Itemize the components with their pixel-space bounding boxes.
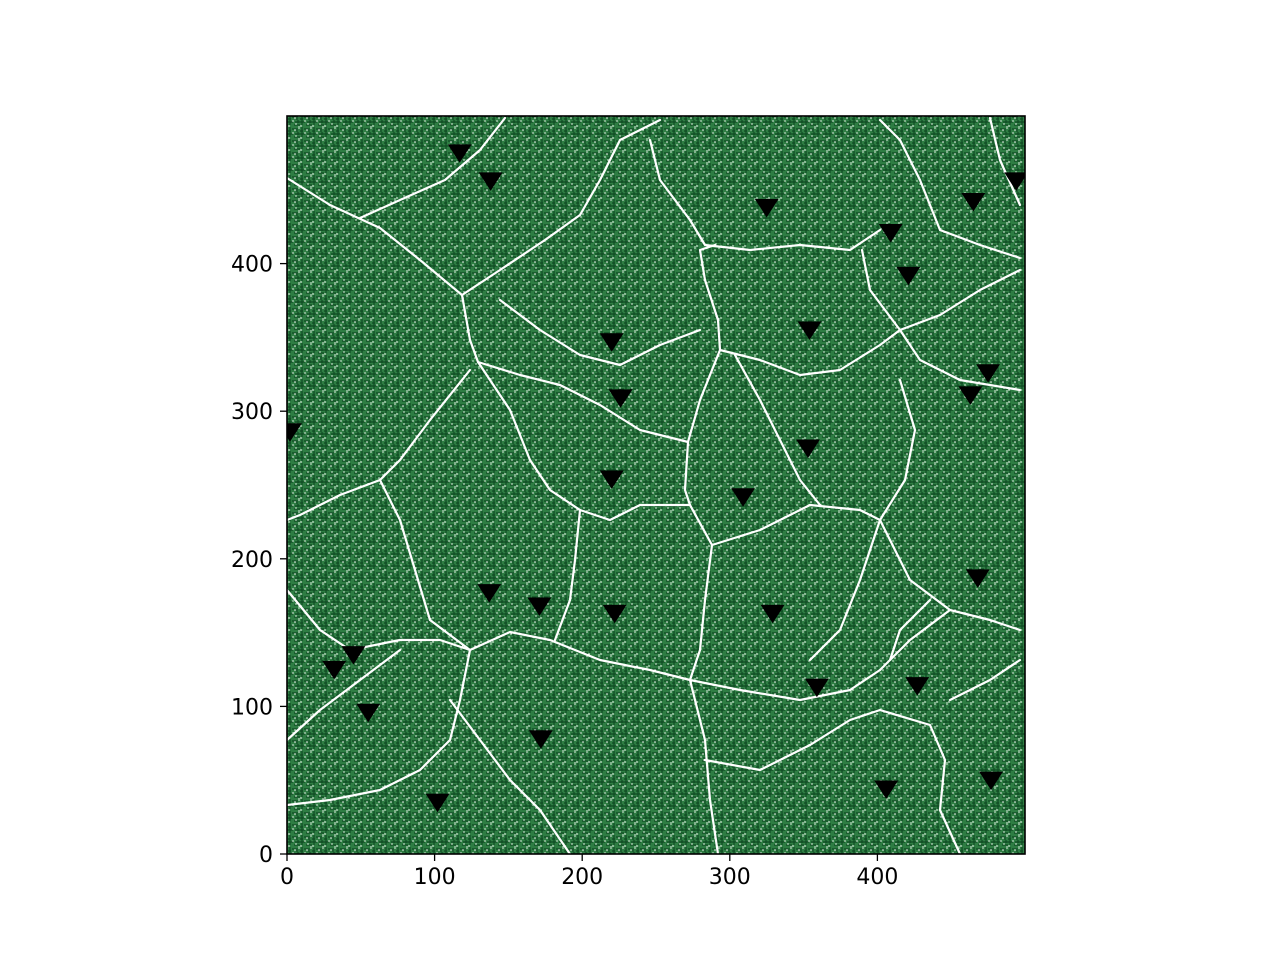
axes-frame [286,115,1026,855]
channel-line [648,138,882,252]
channel-line [878,378,917,522]
x-tick-label: 100 [414,865,456,890]
data-point-marker [447,144,472,163]
data-point-marker [979,771,1003,791]
data-point-marker [527,597,552,616]
data-point-marker [896,266,921,286]
river-channels [287,116,1022,854]
y-tick-label: 300 [231,400,273,425]
data-point-marker [599,333,624,352]
channel-line [498,298,702,367]
x-tick-label: 0 [280,865,294,890]
channel-line [718,328,902,377]
data-point-marker [905,677,930,696]
channel-line [287,648,472,807]
x-tick-label: 300 [709,865,751,890]
channel-line [683,440,692,507]
data-point-marker [731,488,756,507]
marker-layer [287,144,1025,813]
data-point-marker [804,678,829,698]
data-point-marker [478,172,503,191]
channel-line [808,518,882,662]
channel-line [468,630,692,682]
channel-line [287,588,472,652]
y-tick-label: 400 [231,253,273,278]
data-point-marker [477,584,502,603]
data-point-marker [425,793,450,813]
plot-area [286,115,1026,855]
channel-line [378,478,472,652]
y-axis: 0 100 200 300 400 [231,253,287,868]
channel-line [460,118,662,297]
x-axis: 0 100 200 300 400 [280,854,898,890]
data-point-marker [341,646,366,665]
channel-line [948,658,1022,702]
channel-line [553,508,582,642]
channel-line [287,648,402,742]
data-point-marker [608,389,633,408]
data-point-marker [961,193,986,212]
data-point-marker [1004,172,1025,191]
data-point-marker [602,604,627,624]
channel-line [703,743,812,772]
data-point-marker [796,439,820,458]
data-point-marker [874,780,899,799]
x-tick-label: 400 [856,865,898,890]
data-point-marker [754,198,779,218]
channel-line [898,268,1022,332]
y-tick-label: 100 [231,695,273,720]
y-tick-label: 200 [231,548,273,573]
channel-line [808,708,962,854]
channel-line [476,360,882,547]
data-point-marker [599,470,624,489]
data-point-marker [528,730,553,749]
x-tick-label: 200 [561,865,603,890]
data-point-marker [878,224,903,243]
channel-line [287,176,722,444]
channel-line [688,668,882,702]
data-point-marker [356,703,381,723]
channel-line [988,116,1022,207]
data-point-marker [797,321,822,340]
data-point-marker [287,423,302,442]
channel-line [358,116,507,220]
channel-line [860,248,1022,392]
data-point-marker [760,604,785,624]
data-point-marker [322,660,347,680]
data-point-marker [965,569,990,588]
channel-line [448,698,572,854]
data-point-marker [958,386,983,405]
channel-line [733,353,822,507]
maze-background [287,116,1025,854]
data-point-marker [976,364,1001,383]
channel-line [888,598,932,662]
y-tick-label: 0 [259,843,273,868]
channel-line [878,118,1022,260]
